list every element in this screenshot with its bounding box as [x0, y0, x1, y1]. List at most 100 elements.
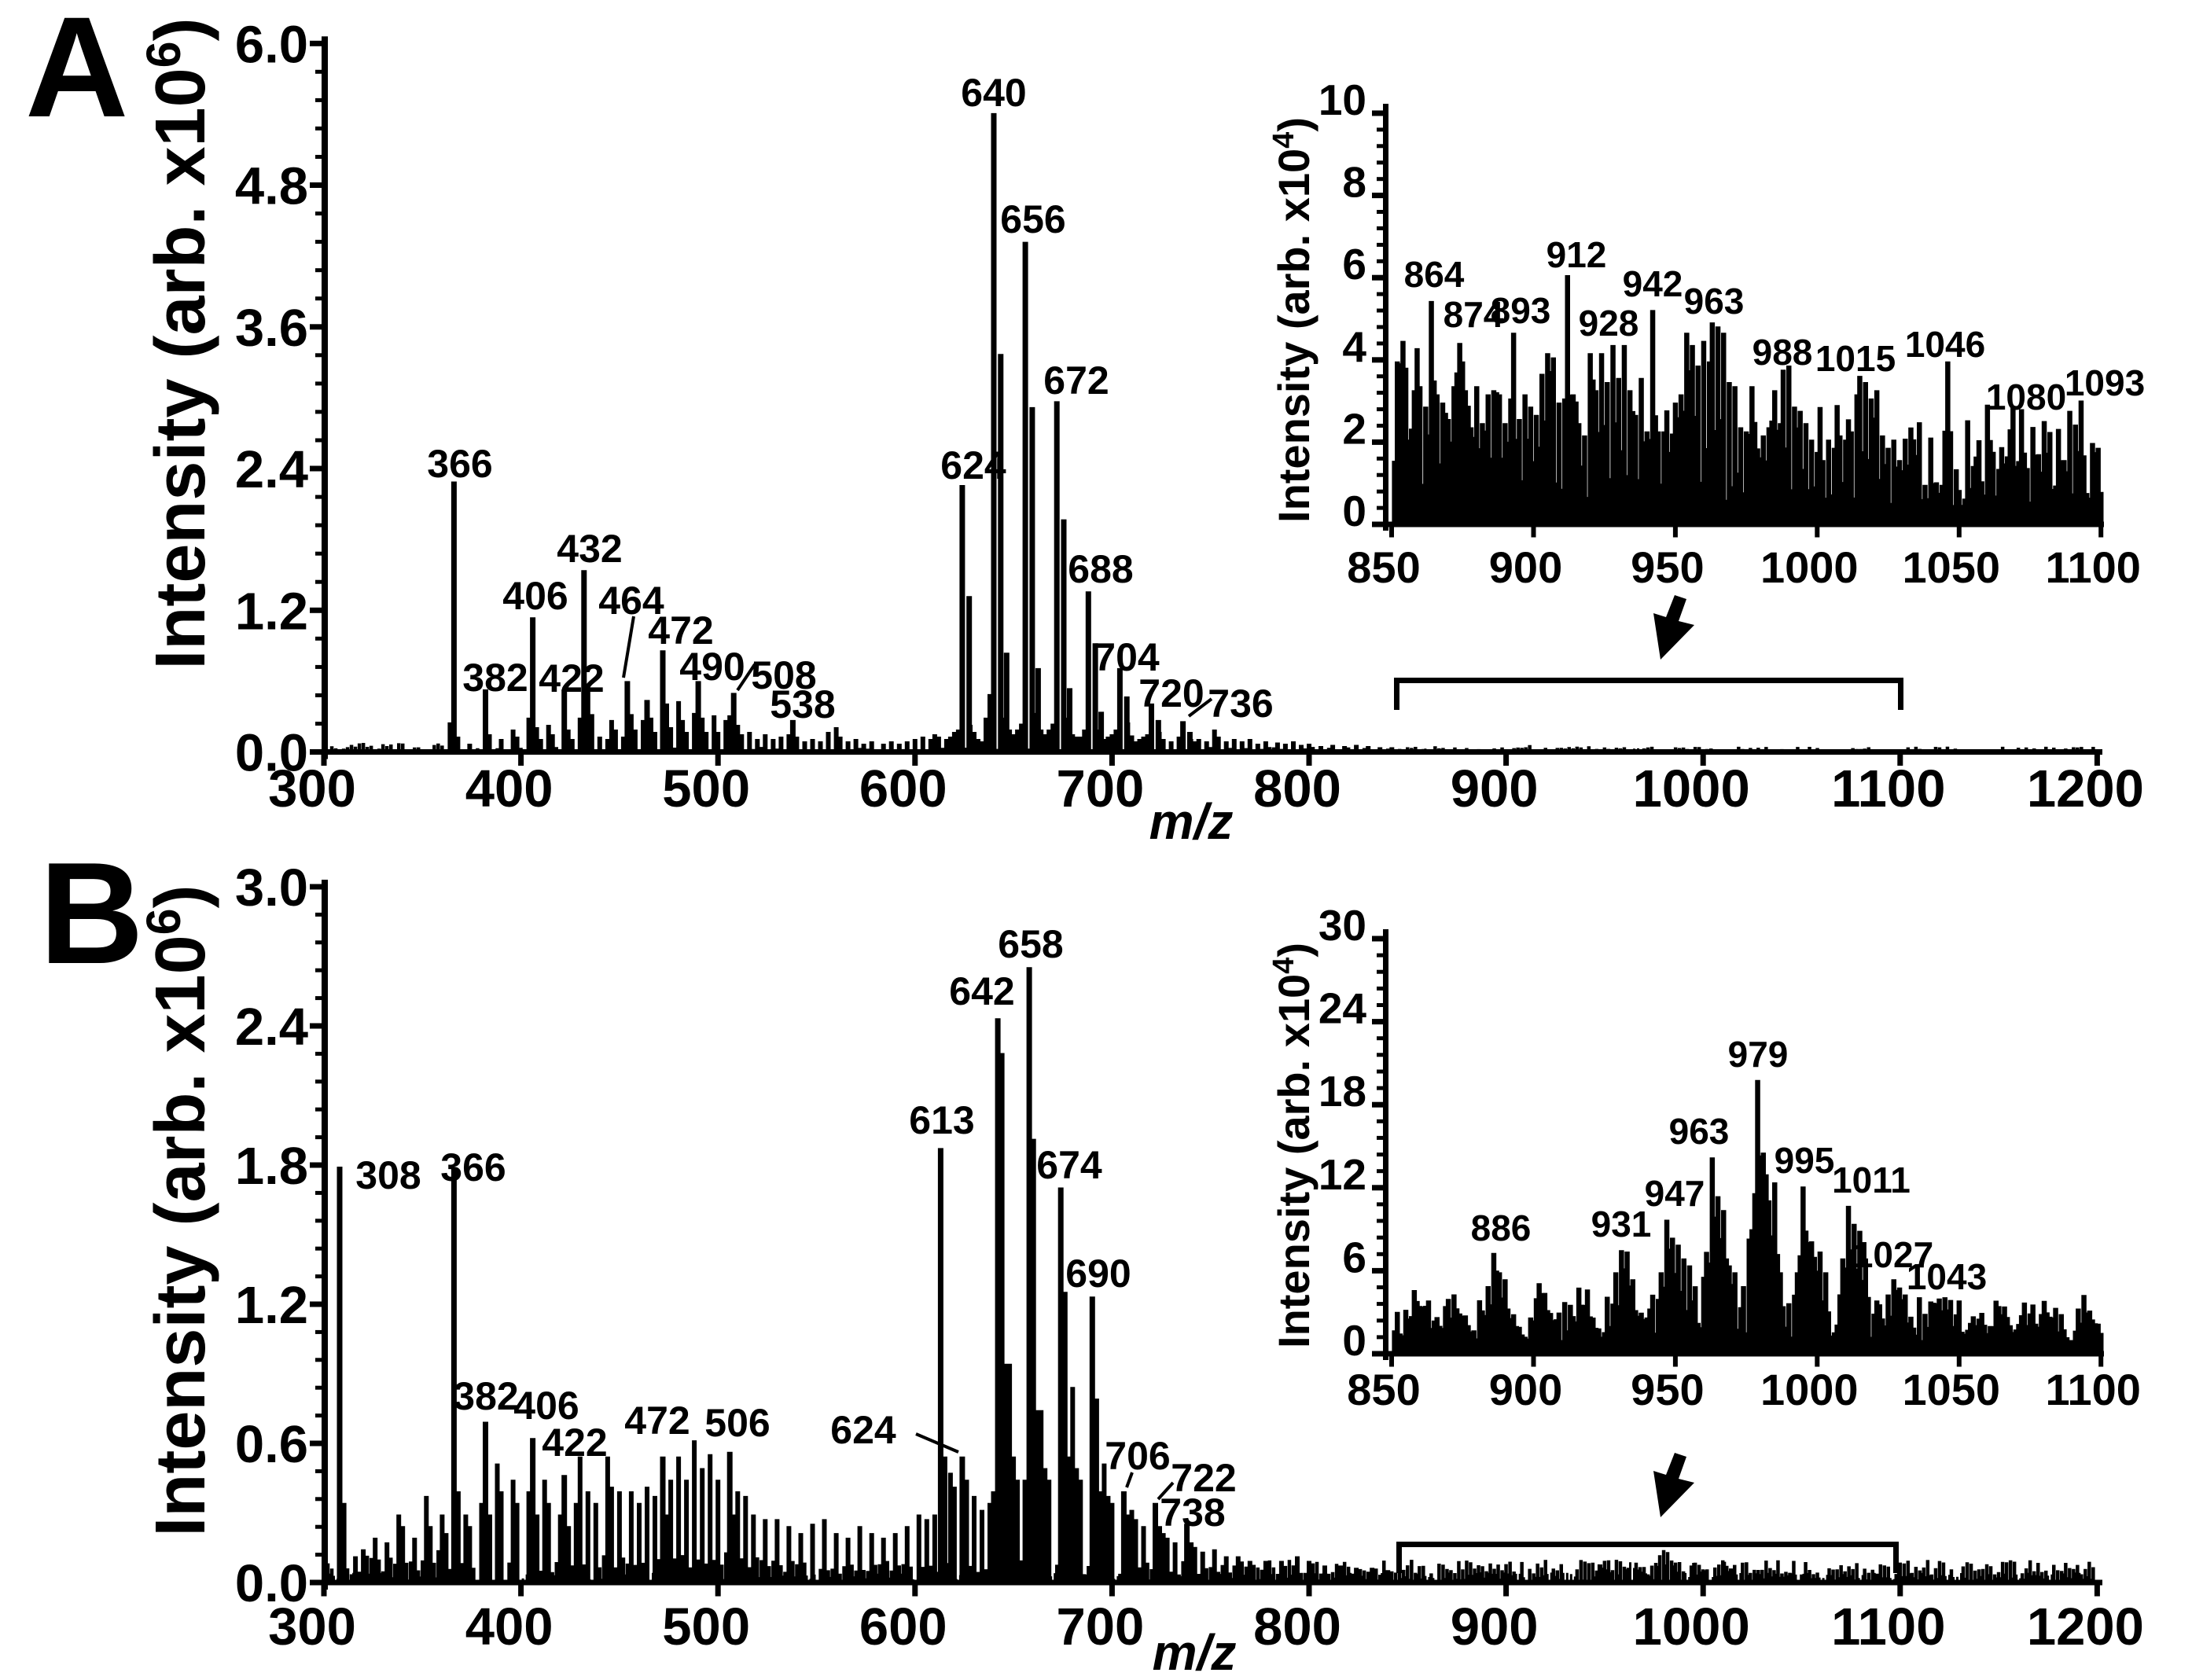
svg-text:0.0: 0.0 — [235, 724, 308, 783]
svg-text:900: 900 — [1451, 1597, 1539, 1656]
svg-text:950: 950 — [1631, 1365, 1704, 1414]
svg-text:B: B — [39, 832, 144, 994]
svg-text:690: 690 — [1065, 1252, 1131, 1296]
svg-text:366: 366 — [427, 442, 492, 486]
svg-text:700: 700 — [1057, 1597, 1145, 1656]
svg-text:464: 464 — [598, 579, 664, 623]
svg-text:10: 10 — [1319, 75, 1366, 124]
svg-text:406: 406 — [502, 574, 568, 618]
svg-text:472: 472 — [648, 608, 713, 653]
svg-text:1.2: 1.2 — [235, 582, 308, 641]
svg-text:874: 874 — [1444, 294, 1504, 335]
svg-text:Intensity (arb. x104): Intensity (arb. x104) — [1267, 943, 1319, 1348]
svg-text:300: 300 — [268, 1597, 356, 1656]
svg-text:4: 4 — [1342, 322, 1366, 371]
svg-text:613: 613 — [909, 1098, 974, 1142]
svg-text:988: 988 — [1752, 332, 1813, 373]
svg-text:0.0: 0.0 — [235, 1554, 308, 1613]
svg-text:912: 912 — [1547, 234, 1607, 275]
svg-text:406: 406 — [513, 1384, 579, 1428]
svg-text:500: 500 — [662, 759, 750, 818]
svg-text:688: 688 — [1068, 547, 1133, 591]
svg-text:422: 422 — [542, 1421, 607, 1465]
svg-text:490: 490 — [679, 645, 745, 689]
svg-text:1.2: 1.2 — [235, 1276, 308, 1335]
svg-text:1100: 1100 — [2045, 1365, 2141, 1414]
svg-text:Intensity (arb. x104): Intensity (arb. x104) — [1267, 117, 1319, 523]
svg-text:1043: 1043 — [1907, 1256, 1987, 1297]
svg-text:506: 506 — [704, 1401, 770, 1445]
svg-text:947: 947 — [1645, 1173, 1705, 1214]
svg-text:642: 642 — [949, 969, 1014, 1013]
svg-text:0: 0 — [1342, 487, 1366, 535]
svg-text:6.0: 6.0 — [235, 15, 308, 74]
svg-text:422: 422 — [539, 656, 604, 700]
svg-text:1011: 1011 — [1832, 1160, 1911, 1200]
svg-text:1000: 1000 — [1633, 759, 1750, 818]
svg-text:704: 704 — [1094, 635, 1160, 679]
svg-text:500: 500 — [662, 1597, 750, 1656]
svg-text:658: 658 — [998, 922, 1063, 966]
svg-text:720: 720 — [1138, 671, 1204, 715]
svg-text:432: 432 — [557, 527, 622, 571]
svg-text:472: 472 — [624, 1399, 690, 1443]
svg-text:538: 538 — [770, 682, 835, 726]
svg-text:m/z: m/z — [1149, 793, 1234, 850]
svg-text:1093: 1093 — [2065, 362, 2145, 403]
svg-text:0.6: 0.6 — [235, 1415, 308, 1474]
svg-text:850: 850 — [1347, 542, 1420, 592]
svg-text:1000: 1000 — [1760, 1365, 1859, 1414]
svg-text:1200: 1200 — [2027, 1597, 2144, 1656]
svg-text:656: 656 — [1000, 197, 1065, 241]
svg-text:308: 308 — [355, 1153, 421, 1197]
svg-text:Intensity (arb. x106): Intensity (arb. x106) — [137, 884, 220, 1536]
svg-text:700: 700 — [1057, 759, 1145, 818]
svg-text:1027: 1027 — [1853, 1234, 1933, 1275]
svg-text:995: 995 — [1775, 1140, 1835, 1181]
svg-text:A: A — [25, 0, 128, 147]
svg-text:886: 886 — [1471, 1208, 1532, 1248]
svg-text:900: 900 — [1489, 542, 1562, 592]
svg-text:800: 800 — [1253, 1597, 1341, 1656]
svg-text:30: 30 — [1319, 901, 1366, 950]
svg-text:12: 12 — [1319, 1150, 1366, 1199]
svg-text:366: 366 — [440, 1145, 506, 1189]
svg-text:900: 900 — [1451, 759, 1539, 818]
svg-text:640: 640 — [961, 71, 1026, 115]
svg-text:931: 931 — [1591, 1204, 1652, 1244]
svg-text:1050: 1050 — [1903, 542, 2001, 592]
svg-text:0: 0 — [1342, 1316, 1366, 1365]
svg-text:928: 928 — [1579, 303, 1639, 344]
svg-text:706: 706 — [1105, 1434, 1170, 1478]
svg-text:900: 900 — [1489, 1365, 1562, 1414]
svg-text:1.8: 1.8 — [235, 1137, 308, 1196]
svg-text:624: 624 — [940, 443, 1006, 487]
svg-text:672: 672 — [1043, 358, 1109, 403]
svg-text:382: 382 — [462, 656, 528, 700]
svg-text:674: 674 — [1036, 1143, 1102, 1187]
svg-text:4.8: 4.8 — [235, 157, 308, 216]
svg-text:1200: 1200 — [2027, 759, 2144, 818]
svg-text:400: 400 — [465, 759, 554, 818]
svg-text:624: 624 — [830, 1408, 896, 1452]
svg-text:2.4: 2.4 — [235, 440, 308, 499]
svg-text:893: 893 — [1491, 290, 1551, 331]
svg-text:m/z: m/z — [1153, 1624, 1237, 1680]
svg-text:382: 382 — [453, 1374, 518, 1418]
svg-text:1100: 1100 — [1831, 759, 1945, 818]
svg-text:18: 18 — [1319, 1067, 1366, 1116]
svg-text:508: 508 — [751, 653, 816, 697]
svg-text:2: 2 — [1342, 404, 1366, 453]
svg-text:800: 800 — [1253, 759, 1341, 818]
svg-text:850: 850 — [1347, 1365, 1420, 1414]
svg-text:963: 963 — [1684, 281, 1745, 322]
svg-text:736: 736 — [1208, 682, 1273, 726]
svg-text:1100: 1100 — [2045, 542, 2141, 592]
svg-text:300: 300 — [268, 759, 356, 818]
svg-text:600: 600 — [859, 759, 947, 818]
svg-text:6: 6 — [1342, 240, 1366, 289]
svg-text:1050: 1050 — [1903, 1365, 2001, 1414]
svg-text:1015: 1015 — [1815, 338, 1896, 379]
svg-text:8: 8 — [1342, 158, 1366, 207]
svg-text:400: 400 — [465, 1597, 554, 1656]
